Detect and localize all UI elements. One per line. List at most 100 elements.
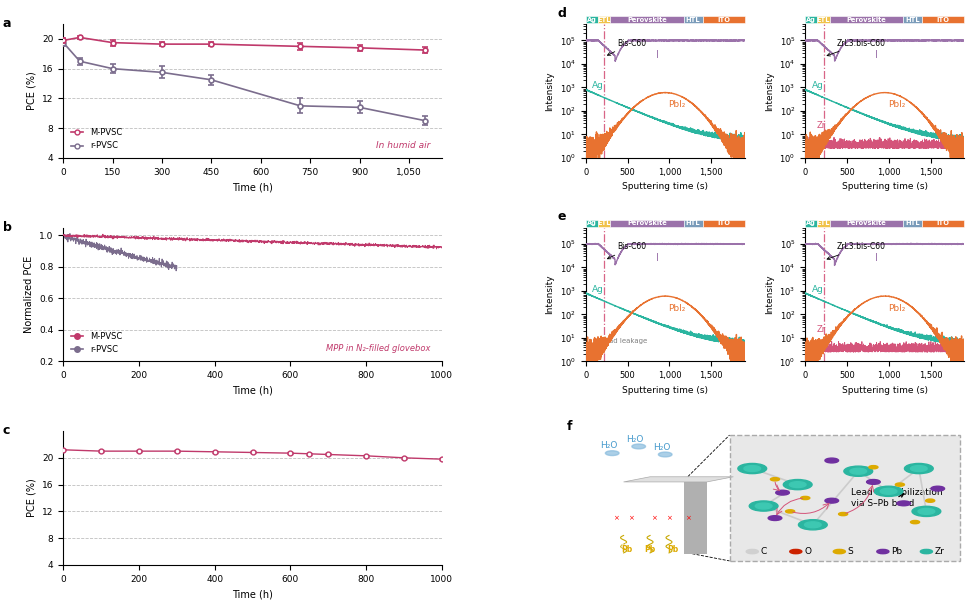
Text: Perovskite: Perovskite (603, 543, 639, 549)
Bar (903, 219, 922, 227)
Text: Zr: Zr (816, 121, 826, 130)
Circle shape (746, 549, 759, 554)
Text: Ag: Ag (806, 17, 816, 23)
Text: ETL: ETL (597, 220, 611, 226)
Text: Pb: Pb (667, 545, 678, 554)
Bar (684, 219, 702, 227)
Text: Perovskite: Perovskite (846, 220, 886, 226)
Bar (922, 219, 964, 227)
Circle shape (912, 506, 941, 516)
Circle shape (869, 466, 878, 469)
Text: ×: × (628, 515, 634, 521)
Polygon shape (623, 477, 733, 482)
Circle shape (825, 498, 839, 503)
Circle shape (920, 549, 932, 554)
Bar (702, 219, 745, 227)
X-axis label: Sputtering time (s): Sputtering time (s) (842, 182, 927, 191)
Circle shape (867, 480, 880, 484)
Bar (903, 16, 922, 23)
Y-axis label: Normalized PCE: Normalized PCE (23, 256, 34, 333)
X-axis label: Sputtering time (s): Sputtering time (s) (622, 386, 708, 395)
Text: ZrL3:bis-C60: ZrL3:bis-C60 (827, 38, 886, 56)
Bar (598, 219, 611, 227)
Bar (830, 219, 903, 227)
Bar (611, 219, 684, 227)
Legend: M-PVSC, r-PVSC: M-PVSC, r-PVSC (67, 328, 126, 357)
Circle shape (918, 508, 935, 514)
Text: ETL: ETL (817, 220, 830, 226)
Bar (922, 16, 964, 23)
Legend: M-PVSC, r-PVSC: M-PVSC, r-PVSC (67, 125, 126, 154)
Y-axis label: PCE (%): PCE (%) (26, 72, 37, 111)
Text: PbI₂: PbI₂ (888, 304, 905, 313)
Circle shape (768, 516, 782, 520)
Text: O: O (805, 547, 811, 556)
Circle shape (834, 549, 845, 554)
Text: PbI₂: PbI₂ (888, 100, 905, 109)
Text: d: d (557, 7, 566, 20)
Y-axis label: Intensity: Intensity (545, 71, 554, 111)
Circle shape (738, 463, 767, 474)
Text: ZrL3:bis-C60: ZrL3:bis-C60 (602, 515, 640, 520)
Text: ZrL3:bis-C60: ZrL3:bis-C60 (827, 242, 886, 260)
Circle shape (770, 478, 779, 481)
Text: e: e (557, 210, 566, 223)
X-axis label: Time (h): Time (h) (232, 386, 273, 395)
Circle shape (911, 520, 919, 523)
Text: MPP in N₂-filled glovebox: MPP in N₂-filled glovebox (326, 344, 431, 353)
Circle shape (789, 481, 806, 487)
Text: ×: × (613, 515, 618, 521)
Text: S: S (847, 547, 853, 556)
Text: Pb: Pb (645, 545, 656, 554)
Y-axis label: Intensity: Intensity (545, 275, 554, 314)
Text: Perovskite: Perovskite (627, 17, 667, 23)
Bar (805, 219, 817, 227)
Text: I: I (656, 49, 658, 59)
X-axis label: Sputtering time (s): Sputtering time (s) (622, 182, 708, 191)
Circle shape (786, 510, 795, 513)
Y-axis label: Intensity: Intensity (765, 71, 773, 111)
Circle shape (931, 486, 945, 491)
Bar (598, 16, 611, 23)
Text: PbI₂: PbI₂ (668, 304, 686, 313)
Circle shape (825, 458, 839, 463)
Text: Pb: Pb (621, 545, 633, 554)
Text: H₂O: H₂O (626, 435, 644, 444)
Circle shape (925, 499, 935, 502)
Circle shape (632, 444, 646, 449)
Text: HTL: HTL (686, 17, 700, 23)
Circle shape (805, 522, 821, 528)
Text: HTL: HTL (905, 17, 919, 23)
Text: I: I (656, 253, 658, 263)
Text: C: C (761, 547, 767, 556)
Circle shape (744, 466, 761, 472)
Text: I: I (876, 253, 879, 263)
Text: PbI₂: PbI₂ (668, 100, 686, 109)
Y-axis label: Intensity: Intensity (765, 275, 773, 314)
Text: Ag: Ag (811, 81, 823, 90)
Circle shape (877, 549, 889, 554)
Circle shape (897, 501, 911, 506)
Circle shape (895, 483, 905, 486)
Circle shape (783, 480, 812, 490)
Text: Perovskite: Perovskite (846, 17, 886, 23)
Text: ETL: ETL (597, 17, 611, 23)
Circle shape (658, 452, 672, 457)
Text: ITO: ITO (937, 220, 950, 226)
Circle shape (775, 490, 789, 495)
Bar (805, 16, 817, 23)
Text: ITO: ITO (717, 17, 730, 23)
Bar (611, 16, 684, 23)
Text: Ag: Ag (592, 285, 604, 294)
Bar (585, 16, 598, 23)
X-axis label: Sputtering time (s): Sputtering time (s) (842, 386, 927, 395)
Bar (817, 219, 830, 227)
Text: H₂O: H₂O (653, 443, 670, 452)
Text: HTL: HTL (905, 220, 919, 226)
Text: ETL: ETL (817, 17, 830, 23)
Text: I: I (876, 49, 879, 59)
Text: Pb: Pb (891, 547, 902, 556)
Text: Ag: Ag (811, 285, 823, 294)
Bar (585, 219, 598, 227)
Text: Ag: Ag (806, 220, 816, 226)
